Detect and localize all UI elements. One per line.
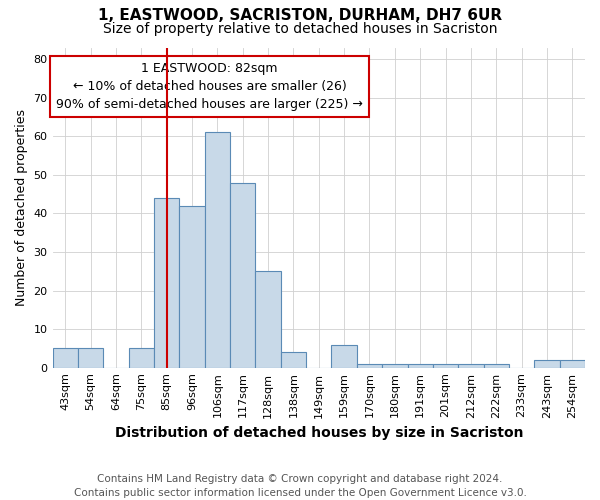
Bar	[433, 364, 458, 368]
Text: 1 EASTWOOD: 82sqm
← 10% of detached houses are smaller (26)
90% of semi-detached: 1 EASTWOOD: 82sqm ← 10% of detached hous…	[56, 62, 363, 111]
Text: Size of property relative to detached houses in Sacriston: Size of property relative to detached ho…	[103, 22, 497, 36]
Bar	[281, 352, 306, 368]
Text: 1, EASTWOOD, SACRISTON, DURHAM, DH7 6UR: 1, EASTWOOD, SACRISTON, DURHAM, DH7 6UR	[98, 8, 502, 22]
X-axis label: Distribution of detached houses by size in Sacriston: Distribution of detached houses by size …	[115, 426, 523, 440]
Text: Contains HM Land Registry data © Crown copyright and database right 2024.
Contai: Contains HM Land Registry data © Crown c…	[74, 474, 526, 498]
Bar	[179, 206, 205, 368]
Bar	[534, 360, 560, 368]
Bar	[256, 271, 281, 368]
Bar	[331, 344, 357, 368]
Bar	[407, 364, 433, 368]
Bar	[205, 132, 230, 368]
Bar	[458, 364, 484, 368]
Bar	[484, 364, 509, 368]
Bar	[128, 348, 154, 368]
Bar	[53, 348, 78, 368]
Bar	[560, 360, 585, 368]
Bar	[357, 364, 382, 368]
Bar	[382, 364, 407, 368]
Y-axis label: Number of detached properties: Number of detached properties	[15, 109, 28, 306]
Bar	[230, 182, 256, 368]
Bar	[78, 348, 103, 368]
Bar	[154, 198, 179, 368]
